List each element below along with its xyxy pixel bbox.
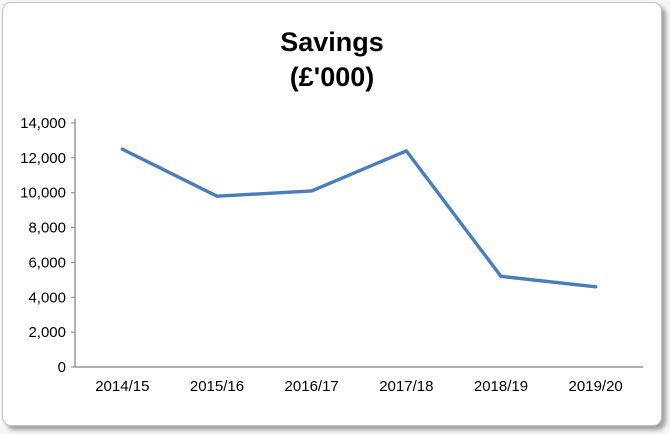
x-axis-label: 2018/19 xyxy=(474,378,528,395)
y-axis-label: 0 xyxy=(58,359,66,376)
chart-title-line2: (£'000) xyxy=(289,62,375,93)
y-axis-label: 6,000 xyxy=(28,254,66,271)
y-axis-label: 8,000 xyxy=(28,220,66,237)
x-axis-label: 2019/20 xyxy=(569,378,623,395)
x-axis-label: 2014/15 xyxy=(95,378,149,395)
series-line xyxy=(120,147,598,289)
y-axis-label: 10,000 xyxy=(20,185,66,202)
chart-panel: Savings (£'000) 0 2,000 4,000 6,000 8,000 10,… xyxy=(2,2,662,426)
y-axis-label: 2,000 xyxy=(28,324,66,341)
x-axis-label: 2016/17 xyxy=(285,378,339,395)
line-chart: 0 2,000 4,000 6,000 8,000 10,000 12,000 14,000 2… xyxy=(20,115,643,395)
chart-title: Savings (£'000) xyxy=(3,25,661,95)
y-axis-label: 14,000 xyxy=(20,115,66,132)
y-axis-label: 4,000 xyxy=(28,289,66,306)
x-axis-label: 2015/16 xyxy=(190,378,244,395)
x-axis-label: 2017/18 xyxy=(379,378,433,395)
chart-title-line1: Savings xyxy=(280,27,384,57)
y-axis-label: 12,000 xyxy=(20,150,66,167)
